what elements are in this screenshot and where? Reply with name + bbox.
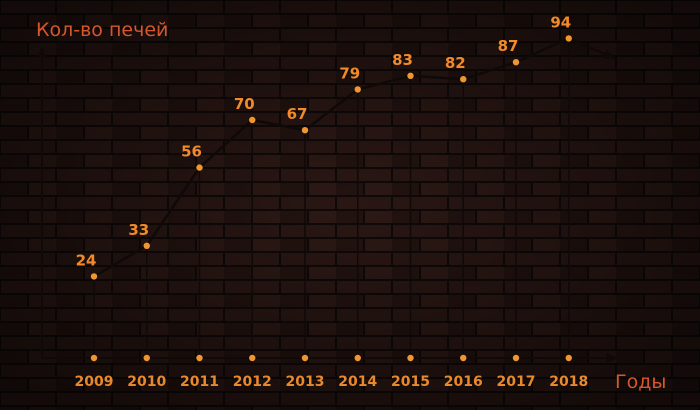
axis-point-2009 (90, 354, 98, 362)
x-tick-2010: 2010 (127, 374, 166, 390)
x-tick-2016: 2016 (444, 374, 483, 390)
x-axis-title: Годы (615, 371, 666, 393)
data-label-2018: 94 (550, 13, 571, 31)
data-label-2010: 33 (128, 221, 149, 239)
axis-point-2013 (301, 354, 309, 362)
axis-point-2018 (565, 354, 572, 362)
data-point-2013 (301, 127, 309, 134)
x-tick-2018: 2018 (549, 374, 588, 390)
data-point-2009 (90, 273, 98, 280)
axis-point-2017 (512, 354, 520, 362)
data-label-2012: 70 (234, 95, 255, 113)
axis-point-2010 (143, 354, 150, 362)
data-point-2016 (460, 76, 467, 83)
x-tick-2017: 2017 (497, 374, 536, 390)
data-labels: 24 33 56 70 67 79 83 82 87 94 (76, 13, 572, 269)
data-label-2009: 24 (76, 251, 97, 269)
x-tick-labels: 2009 2010 2011 2012 2013 2014 2015 2016 2017 2018 (75, 374, 589, 390)
x-tick-2014: 2014 (338, 374, 377, 390)
x-tick-2013: 2013 (286, 374, 325, 390)
data-point-2012 (249, 116, 256, 124)
x-tick-2011: 2011 (180, 374, 219, 390)
axis-point-2014 (354, 354, 361, 362)
data-label-2011: 56 (181, 143, 202, 161)
x-tick-2012: 2012 (233, 374, 272, 390)
data-label-2014: 79 (339, 64, 360, 82)
data-point-2011 (196, 164, 203, 171)
x-tick-2015: 2015 (391, 374, 430, 390)
axes (37, 46, 618, 363)
axis-point-2015 (407, 354, 414, 362)
data-point-2018 (565, 35, 572, 42)
axis-point-2012 (249, 354, 256, 362)
data-label-2017: 87 (498, 37, 519, 55)
data-point-2017 (512, 59, 520, 66)
data-point-2010 (143, 242, 150, 249)
trend-arrow (568, 37, 616, 60)
axis-point-2016 (460, 354, 467, 362)
drop-lines (93, 38, 570, 358)
data-label-2013: 67 (287, 105, 308, 123)
series-line (93, 37, 570, 278)
data-label-2016: 82 (445, 54, 466, 72)
data-label-2015: 83 (392, 51, 413, 69)
data-point-2015 (407, 72, 414, 80)
axis-point-2011 (196, 354, 203, 362)
x-tick-2009: 2009 (75, 374, 114, 390)
data-markers (90, 35, 572, 362)
series-line-group (93, 37, 616, 278)
data-point-2014 (354, 86, 361, 93)
y-axis-title: Кол-во печей (36, 19, 168, 41)
